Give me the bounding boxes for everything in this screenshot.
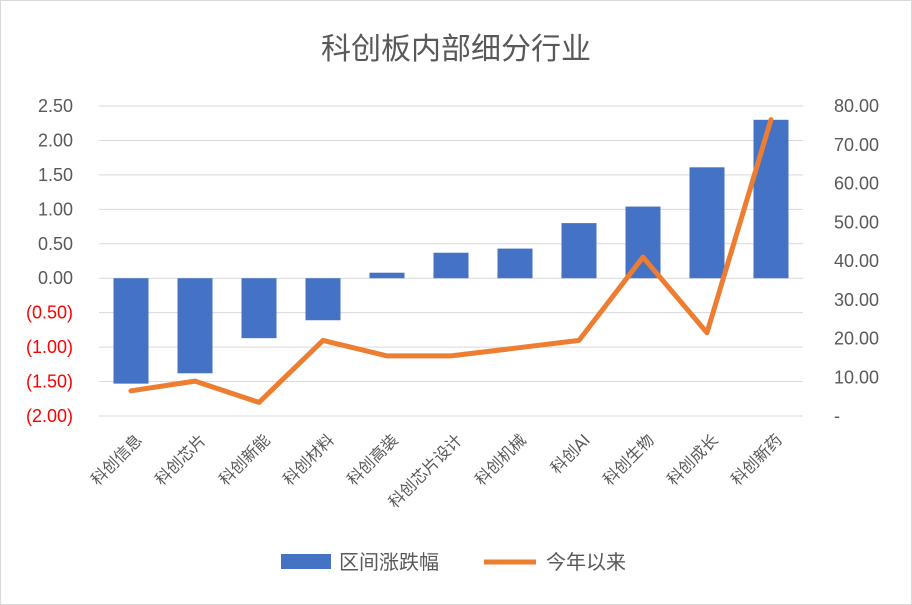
bar — [305, 278, 341, 321]
left-axis-tick-label: 0.50 — [38, 234, 73, 254]
right-axis-tick-label: 80.00 — [834, 96, 879, 116]
bar — [753, 119, 789, 279]
left-axis-tick-label: 1.50 — [38, 165, 73, 185]
category-label: 科创成长 — [663, 430, 722, 489]
bar — [497, 248, 533, 279]
left-axis-tick-label: (2.00) — [26, 406, 73, 426]
left-axis-tick-label: 0.00 — [38, 268, 73, 288]
right-axis-tick-label: 30.00 — [834, 290, 879, 310]
left-axis-tick-label: (1.50) — [26, 372, 73, 392]
line-path — [128, 117, 774, 405]
chart-title: 科创板内部细分行业 — [321, 32, 591, 67]
right-axis-tick-label: 40.00 — [834, 251, 879, 271]
right-axis-tick-label: 10.00 — [834, 367, 879, 387]
right-y-axis: 80.00 70.00 60.00 50.00 40.00 30.00 20.00 10.00… — [834, 96, 879, 426]
category-label: 科创芯片 — [151, 430, 210, 489]
left-y-axis: 2.50 2.00 1.50 1.00 0.50 0.00 (0.50) (1.00) (1.5… — [26, 96, 73, 426]
category-label: 科创AI — [547, 430, 594, 477]
category-label: 科创新药 — [727, 430, 786, 489]
category-label: 科创生物 — [599, 430, 658, 489]
legend-label-bar: 区间涨跌幅 — [339, 550, 439, 574]
category-label: 科创机械 — [471, 430, 530, 489]
right-axis-tick-label: - — [834, 406, 840, 426]
right-axis-tick-label: 70.00 — [834, 135, 879, 155]
right-axis-tick-label: 50.00 — [834, 212, 879, 232]
category-label: 科创信息 — [87, 430, 146, 489]
bar — [113, 278, 149, 384]
left-axis-tick-label: (0.50) — [26, 303, 73, 323]
legend-swatch-bar — [281, 554, 331, 569]
left-axis-tick-label: 1.00 — [38, 199, 73, 219]
bar — [625, 206, 661, 279]
left-axis-tick-label: (1.00) — [26, 337, 73, 357]
bar — [241, 278, 277, 339]
legend-label-line: 今年以来 — [546, 550, 626, 574]
right-axis-tick-label: 60.00 — [834, 174, 879, 194]
left-axis-tick-label: 2.50 — [38, 96, 73, 116]
category-label: 科创高装 — [343, 430, 402, 489]
bar — [369, 272, 405, 279]
bar — [561, 223, 597, 279]
right-axis-tick-label: 20.00 — [834, 329, 879, 349]
line-series — [128, 117, 774, 405]
category-label: 科创新能 — [215, 430, 274, 489]
legend: 区间涨跌幅 今年以来 — [281, 550, 626, 574]
category-label: 科创材料 — [279, 430, 338, 489]
bar — [177, 278, 213, 374]
bar-series — [113, 119, 789, 384]
bar — [689, 167, 725, 279]
bar — [433, 252, 469, 279]
left-axis-tick-label: 2.00 — [38, 130, 73, 150]
